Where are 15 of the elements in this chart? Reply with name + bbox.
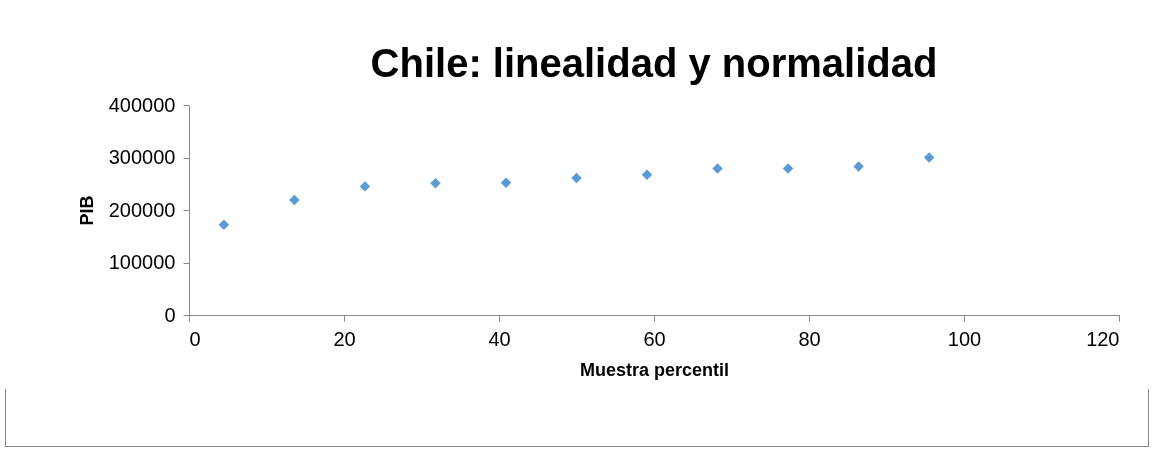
y-tick-label: 100000 xyxy=(108,251,176,273)
y-tick-label: 300000 xyxy=(108,146,176,168)
y-tick-label: 200000 xyxy=(108,198,176,221)
x-tick-label: 0 xyxy=(189,327,201,350)
x-tick-label: 80 xyxy=(798,327,821,350)
x-tick-label: 100 xyxy=(947,327,982,350)
x-tick-label: 40 xyxy=(488,327,511,350)
y-tick-label: 0 xyxy=(164,303,176,326)
chart-title: Chile: linealidad y normalidad xyxy=(370,41,938,85)
y-axis-title: PIB xyxy=(76,195,97,226)
x-axis-title: Muestra percentil xyxy=(579,359,730,380)
y-tick-label: 400000 xyxy=(108,93,176,116)
x-tick-label: 20 xyxy=(333,327,356,350)
x-tick-label: 120 xyxy=(1086,327,1120,350)
x-tick-label: 60 xyxy=(643,327,666,350)
